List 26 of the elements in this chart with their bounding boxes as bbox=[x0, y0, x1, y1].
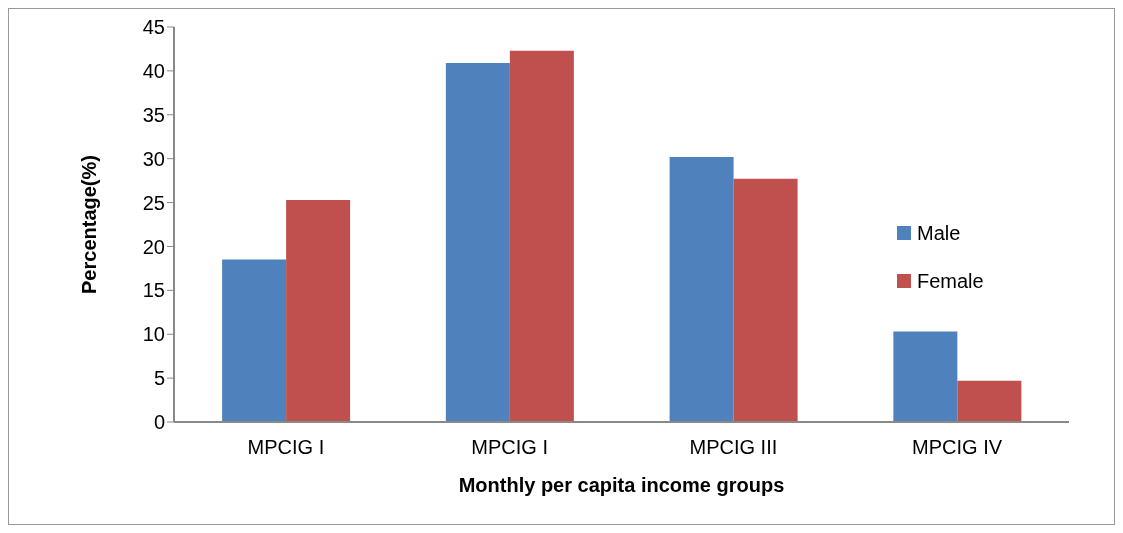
y-tick-label: 30 bbox=[142, 147, 165, 170]
y-tick-label: 15 bbox=[142, 279, 165, 302]
bar bbox=[733, 178, 798, 422]
bar bbox=[286, 199, 351, 422]
bar bbox=[669, 156, 734, 422]
legend-label: Female bbox=[917, 269, 984, 293]
y-tick-label: 45 bbox=[142, 16, 165, 39]
x-axis-title: Monthly per capita income groups bbox=[458, 474, 785, 496]
x-tick-label: MPCIG I bbox=[247, 436, 325, 459]
y-tick-label: 40 bbox=[142, 59, 165, 82]
legend-label: Male bbox=[917, 221, 961, 245]
y-tick-label: 5 bbox=[153, 367, 165, 390]
bar bbox=[222, 259, 287, 422]
bar bbox=[893, 331, 958, 422]
x-tick-label: MPCIG III bbox=[689, 436, 778, 459]
y-tick-label: 25 bbox=[142, 191, 165, 214]
bar bbox=[957, 380, 1022, 422]
x-tick-label: MPCIG I bbox=[471, 436, 548, 459]
y-axis-title: Percentage(%) bbox=[78, 155, 101, 294]
y-tick-label: 10 bbox=[142, 323, 165, 346]
bar bbox=[509, 50, 574, 422]
x-tick-label: MPCIG IV bbox=[912, 436, 1003, 459]
y-tick-label: 35 bbox=[142, 103, 165, 126]
y-tick-label: 20 bbox=[142, 235, 165, 258]
bar bbox=[445, 62, 510, 422]
y-tick-label: 0 bbox=[153, 411, 165, 434]
